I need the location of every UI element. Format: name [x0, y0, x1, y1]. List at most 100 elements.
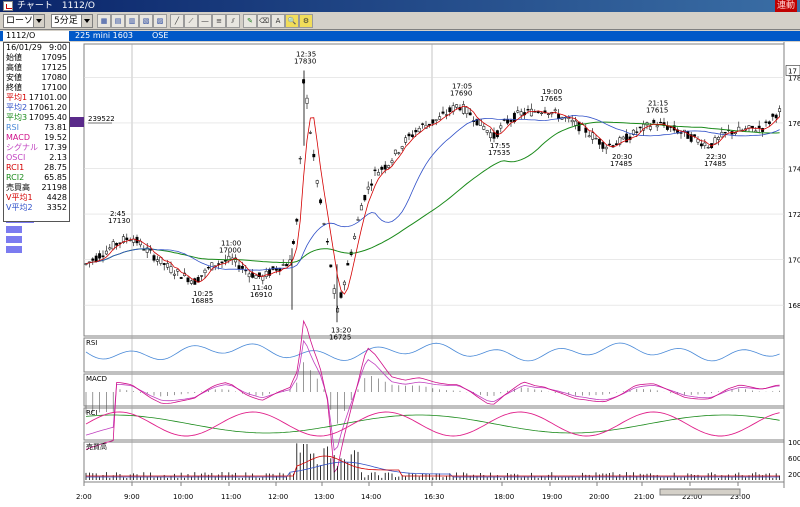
candle-body [699, 143, 703, 147]
candle-body [529, 108, 533, 117]
candle-body [597, 138, 601, 145]
data-row-value: 17095 [41, 53, 67, 62]
candle-body [189, 280, 193, 284]
grid-view-icon[interactable]: ▦ [97, 14, 111, 28]
candle-body [635, 131, 639, 133]
text-tool-icon[interactable]: A [271, 14, 285, 28]
mode-2-button-icon[interactable]: ▥ [125, 14, 139, 28]
scrollbar-thumb[interactable] [659, 488, 741, 496]
data-row: 売買高 21198 [4, 183, 69, 193]
line-chart-icon[interactable]: ╱ [170, 14, 184, 28]
candle-body [322, 223, 326, 225]
chart-canvas[interactable]: 2:00 9:00 10:00 11:00 12:00 13:00 14:00 16:30 18… [0, 42, 800, 507]
candle-body [101, 255, 105, 258]
chevron-down-icon[interactable] [33, 15, 44, 27]
x-axis-label: 11:00 [221, 493, 241, 501]
candle-body [285, 264, 289, 267]
price-annotation-value: 17830 [294, 58, 316, 66]
candle-body [689, 134, 693, 142]
candle-body [502, 119, 506, 121]
data-row-label: MACD [6, 133, 30, 142]
interval-value: 5分足 [54, 16, 78, 26]
candle-body [723, 132, 727, 134]
chart-type-select[interactable]: ローソク [3, 14, 45, 28]
data-row-label: 平均2 [6, 103, 28, 112]
data-window: 16/01/29 9:00 始値 17095 高値 17125 安値 17080 終値 17100… [3, 42, 70, 222]
zoom-icon[interactable]: 🔍 [285, 14, 299, 28]
interval-select[interactable]: 5分足 [51, 14, 93, 28]
settings-icon[interactable]: ⚙ [299, 14, 313, 28]
chart-area[interactable]: 2:00 9:00 10:00 11:00 12:00 13:00 14:00 16:30 18… [0, 42, 800, 507]
candle-body [434, 119, 438, 121]
candle-body [108, 247, 112, 250]
x-axis-label: 9:00 [124, 493, 140, 501]
pencil-icon[interactable]: ✎ [243, 14, 257, 28]
candle-body [397, 152, 401, 154]
mode-1-button-icon[interactable]: ▤ [111, 14, 125, 28]
data-row-label: シグナル [6, 143, 38, 152]
candle-body [179, 277, 183, 279]
price-annotation-time: 20:30 [612, 153, 632, 161]
candle-body [652, 119, 656, 124]
candle-body [295, 218, 299, 222]
candle-body [305, 97, 309, 104]
candle-body [427, 123, 431, 126]
candle-body [441, 111, 445, 114]
data-row-value: 17095.40 [28, 113, 67, 122]
chevron-down-icon[interactable] [81, 15, 92, 27]
candle-body [706, 146, 710, 149]
rci2-line [85, 414, 780, 434]
candle-body [339, 292, 343, 298]
candle-body [169, 266, 173, 273]
price-tick: 168 [788, 302, 800, 310]
linked-indicator[interactable]: 連動 [774, 0, 797, 12]
candle-body [363, 194, 367, 201]
trend-line-icon[interactable]: ⟋ [184, 14, 198, 28]
candle-body [115, 243, 119, 246]
symbol-field[interactable]: 1112/O [3, 31, 69, 41]
volume-average-2 [86, 461, 780, 478]
mode-3-button-icon[interactable]: ▧ [139, 14, 153, 28]
candle-body [206, 267, 210, 269]
data-row-value: 28.75 [44, 163, 67, 172]
candle-body [400, 146, 404, 149]
candle-body [227, 255, 231, 262]
candle-body [608, 143, 612, 146]
macd-panel-frame [83, 373, 785, 407]
exchange-label: OSE [152, 31, 169, 40]
x-axis-label: 23:00 [730, 493, 750, 501]
fibonacci-icon[interactable]: ≡ [212, 14, 226, 28]
candle-body [104, 250, 108, 255]
candle-body [145, 247, 149, 253]
rsi-line [85, 342, 780, 362]
candle-body [346, 263, 350, 266]
price-annotation-value: 16910 [250, 291, 272, 299]
candle-body [767, 121, 771, 125]
x-axis-label: 19:00 [542, 493, 562, 501]
candle-body [638, 126, 642, 129]
candle-body [686, 131, 690, 139]
data-row-label: OSCI [6, 153, 26, 162]
candle-body [393, 149, 397, 155]
x-axis-label: 13:00 [314, 493, 334, 501]
volume-average-1 [86, 455, 780, 477]
data-row: 16/01/29 9:00 [4, 43, 69, 53]
candle-body [257, 272, 261, 278]
window-title: チャート 1112/O [17, 1, 95, 11]
candle-body [390, 160, 394, 163]
candle-body [94, 255, 98, 262]
candle-body [125, 237, 129, 240]
toolbar: ローソク 5分足 ▦ ▤ ▥ ▧ ▨ ╱ ⟋ ― ≡ ⫽ ✎ ⌫ A 🔍 ⚙ [0, 12, 800, 30]
eraser-icon[interactable]: ⌫ [257, 14, 271, 28]
channel-icon[interactable]: ⫽ [226, 14, 240, 28]
candle-body [485, 130, 489, 133]
candle-body [291, 241, 295, 244]
data-row-value: 19.52 [44, 133, 67, 142]
mode-4-button-icon[interactable]: ▨ [153, 14, 167, 28]
data-row-value: 17100 [41, 83, 67, 92]
candle-body [261, 275, 265, 281]
candle-body [492, 132, 496, 139]
horizontal-line-icon[interactable]: ― [198, 14, 212, 28]
data-row-label: V平均1 [6, 193, 33, 202]
candle-body [614, 143, 618, 146]
